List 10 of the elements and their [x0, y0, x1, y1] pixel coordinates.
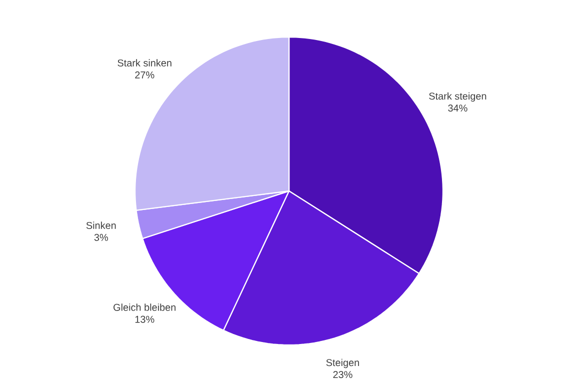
slice-label: Steigen: [326, 358, 359, 368]
slice-label: Stark sinken: [118, 59, 172, 66]
data-label: 13%: [135, 316, 154, 323]
data-label: 27%: [135, 71, 154, 78]
slice-label: Sinken: [86, 222, 116, 229]
data-label: 34%: [448, 104, 468, 112]
data-label: 3%: [94, 234, 108, 241]
slice-label: Stark steigen: [429, 92, 486, 102]
data-label: 23%: [333, 371, 352, 378]
slice-label: Gleich bleiben: [114, 304, 176, 311]
